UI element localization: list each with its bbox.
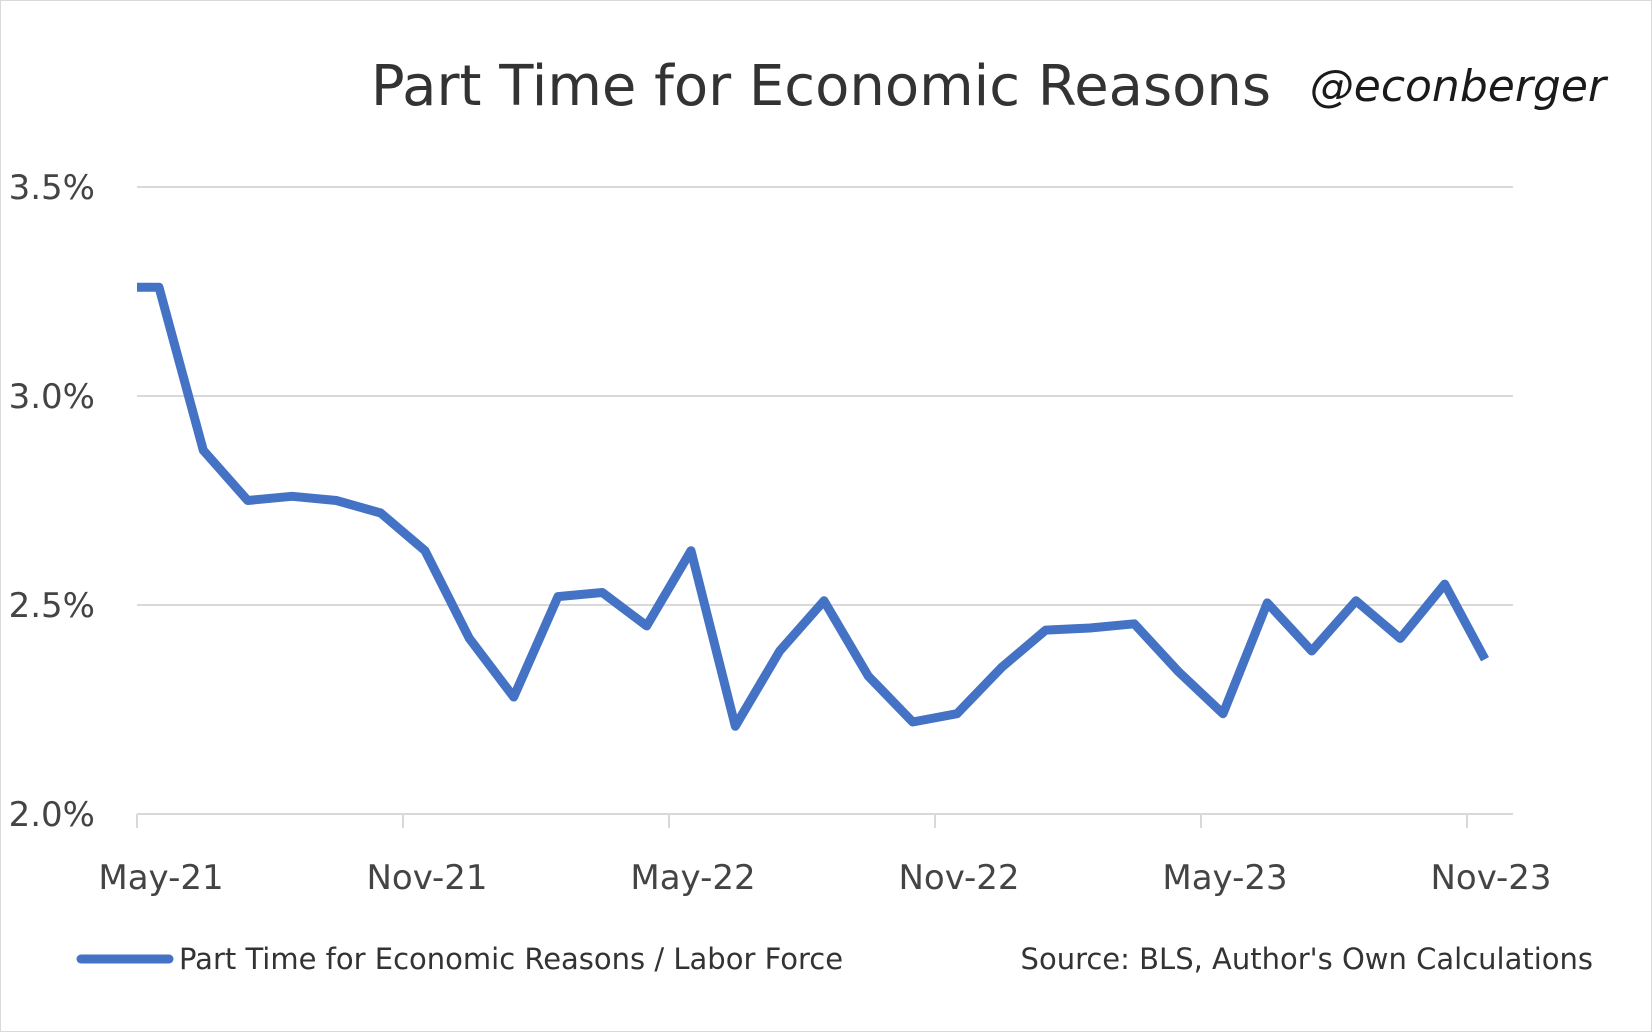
chart-title: Part Time for Economic Reasons — [371, 54, 1271, 119]
x-tick-label: May-23 — [1162, 858, 1287, 898]
x-tick-label: May-21 — [98, 858, 223, 898]
x-tick-label: Nov-21 — [367, 858, 488, 898]
y-axis-ticks: 2.0% 2.5% 3.0% 3.5% — [9, 168, 95, 835]
y-tick-label: 2.0% — [9, 795, 95, 835]
y-tick-label: 2.5% — [9, 586, 95, 626]
x-tick-label: Nov-23 — [1431, 858, 1552, 898]
legend-label: Part Time for Economic Reasons / Labor F… — [179, 942, 843, 976]
x-axis-ticks: May-21 Nov-21 May-22 Nov-22 May-23 Nov-23 — [98, 814, 1551, 898]
y-tick-label: 3.0% — [9, 377, 95, 417]
x-tick-label: Nov-22 — [899, 858, 1020, 898]
series-line — [137, 282, 1489, 731]
series-layer — [137, 282, 1489, 731]
author-handle: @econberger — [1310, 61, 1609, 112]
source-note: Source: BLS, Author's Own Calculations — [1021, 942, 1593, 976]
gridlines — [137, 186, 1513, 606]
y-tick-label: 3.5% — [9, 168, 95, 208]
x-tick-label: May-22 — [630, 858, 755, 898]
